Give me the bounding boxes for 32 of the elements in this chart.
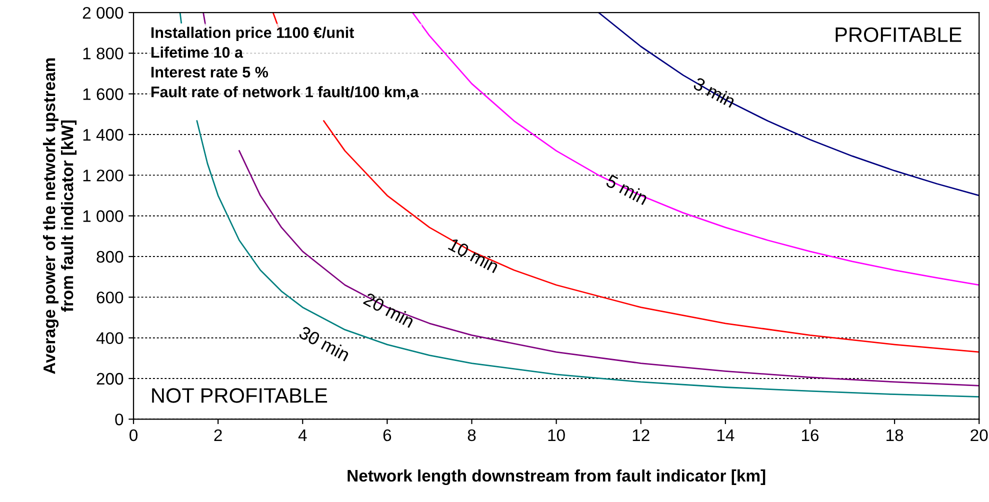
x-tick-label: 2: [214, 429, 222, 441]
x-tick-label: 4: [298, 430, 307, 441]
annotation: 10 min: [448, 237, 500, 274]
x-tick-label: 18: [886, 429, 904, 442]
y-tick-label: 1 800: [83, 48, 124, 60]
x-tick-label: 12: [632, 429, 650, 441]
x-tick-label: 14: [717, 430, 734, 441]
x-tick-label: 8: [468, 429, 476, 442]
y-tick-label: 0: [115, 414, 124, 426]
annotation: NOT PROFITABLE: [152, 388, 328, 403]
x-tick-label: 20: [970, 429, 988, 442]
annotation: 30 min: [298, 325, 351, 362]
y-tick-label: 400: [96, 332, 124, 344]
y-tick-label: 200: [96, 372, 124, 385]
y-tick-label: 800: [96, 250, 124, 263]
x-tick-label: 10: [548, 429, 565, 442]
annotation: 5 min: [605, 174, 649, 206]
x-tick-label: 16: [802, 429, 819, 442]
annotation: PROFITABLE: [836, 27, 962, 42]
y-axis-title: Average power of the network upstream from fault indicator [kW]: [42, 58, 77, 374]
annotation: 3 min: [692, 76, 736, 108]
y-tick-label: 1 400: [83, 128, 124, 141]
x-tick-label: 0: [130, 429, 138, 442]
y-tick-label: 1 600: [83, 88, 124, 100]
x-tick-label: 6: [383, 429, 392, 442]
y-tick-label: 600: [96, 292, 124, 304]
y-tick-label: 2 000: [82, 6, 124, 19]
y-tick-label: 1 000: [83, 210, 124, 222]
y-tick-label: 1 200: [83, 170, 124, 182]
annotation: Installation price 1100 €/unit Lifetime 10 a Interest rate 5 % Fault rate of network 1 fault/100 km,a: [151, 26, 419, 100]
annotation: 20 min: [362, 292, 416, 328]
x-axis-title: Network length downstream from fault indicator [km]: [348, 469, 766, 486]
